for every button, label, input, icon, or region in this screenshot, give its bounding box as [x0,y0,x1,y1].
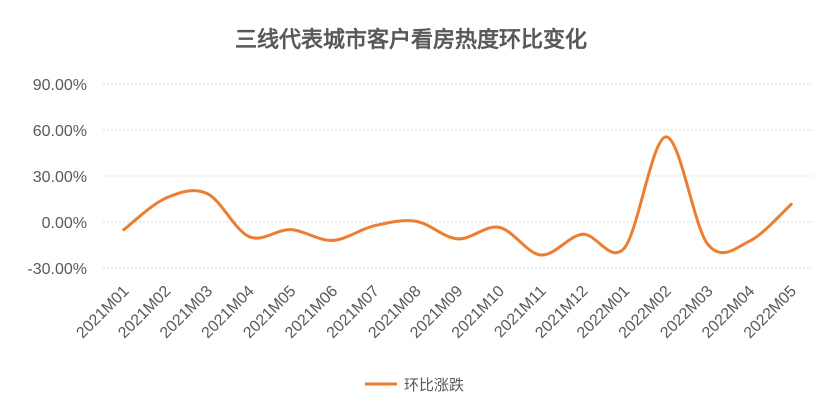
data-point [247,235,251,239]
data-point [414,219,418,223]
y-axis-ticks: -30.00% 0.00% 30.00% 60.00% 90.00% [27,77,87,278]
legend-label: 环比涨跌 [404,376,464,394]
data-point [539,253,543,257]
chart-title: 三线代表城市客户看房热度环比变化 [235,27,587,53]
data-point [372,224,376,228]
data-point [456,237,459,241]
data-point [706,242,710,246]
series-line [122,135,793,257]
data-point [164,196,168,200]
data-point [289,228,293,232]
data-point [664,135,668,139]
y-tick-label: 60.00% [33,123,87,140]
data-point [205,192,209,196]
data-point [581,232,585,236]
data-point [789,202,793,206]
data-point [122,228,126,232]
data-point [330,238,334,242]
series-layer [122,135,793,257]
y-tick-label: 90.00% [33,77,87,94]
data-point [622,246,626,250]
legend: 环比涨跌 [365,376,464,394]
data-point [747,239,751,243]
y-tick-label: 0.00% [42,215,87,232]
data-point [497,225,501,229]
y-tick-label: -30.00% [27,261,87,278]
x-axis-ticks: 2021M012021M022021M032021M042021M052021M… [73,283,800,342]
y-tick-label: 30.00% [33,169,87,186]
